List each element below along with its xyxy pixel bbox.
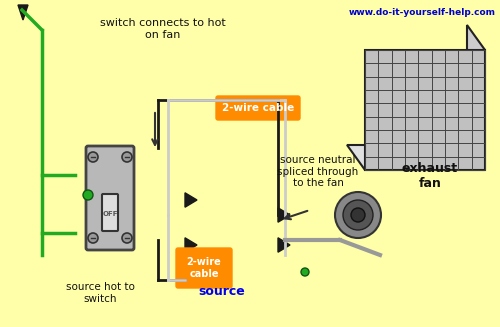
Circle shape [343,200,373,230]
FancyBboxPatch shape [365,50,485,170]
Text: source hot to
switch: source hot to switch [66,282,134,303]
Text: source: source [198,285,246,298]
Circle shape [83,190,93,200]
FancyBboxPatch shape [176,248,232,288]
Polygon shape [18,5,28,20]
FancyBboxPatch shape [86,146,134,250]
Polygon shape [278,238,290,252]
Text: source neutral
spliced through
to the fan: source neutral spliced through to the fa… [278,155,358,188]
FancyBboxPatch shape [216,96,300,120]
Text: OFF: OFF [102,211,118,217]
Text: 2-wire
cable: 2-wire cable [186,257,222,279]
Circle shape [122,152,132,162]
Polygon shape [467,25,485,170]
Polygon shape [185,238,197,252]
Circle shape [335,192,381,238]
Polygon shape [185,193,197,207]
Circle shape [301,268,309,276]
Text: switch connects to hot
on fan: switch connects to hot on fan [100,18,226,40]
Polygon shape [347,145,485,170]
Text: exhaust
fan: exhaust fan [402,162,458,190]
Circle shape [88,233,98,243]
Circle shape [351,208,365,222]
FancyBboxPatch shape [102,194,118,231]
Circle shape [122,233,132,243]
Polygon shape [278,208,290,222]
Circle shape [88,152,98,162]
Text: www.do-it-yourself-help.com: www.do-it-yourself-help.com [349,8,496,17]
Text: 2-wire cable: 2-wire cable [222,103,294,113]
